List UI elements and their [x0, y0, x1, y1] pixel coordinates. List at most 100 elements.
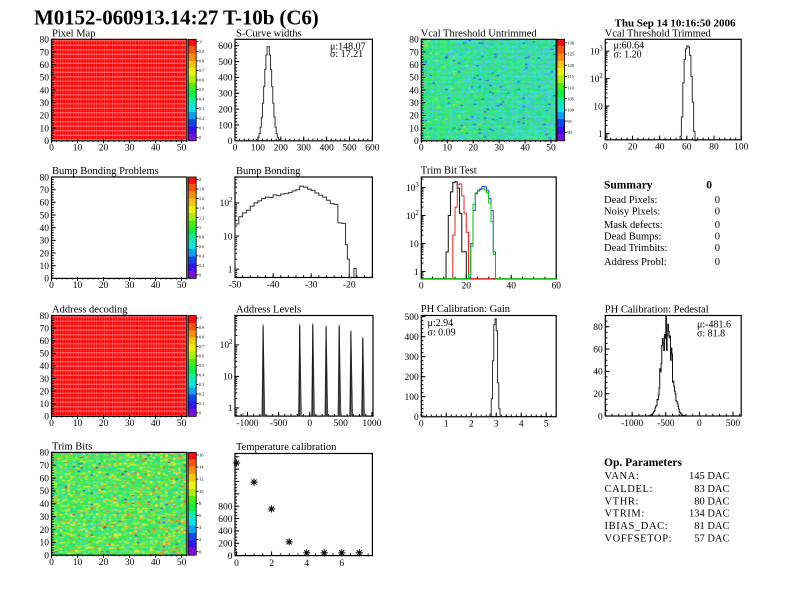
svg-text:6: 6: [339, 559, 344, 569]
svg-text:Trim Bits: Trim Bits: [52, 442, 92, 453]
svg-text:0: 0: [49, 144, 54, 154]
svg-text:0: 0: [44, 137, 49, 147]
svg-text:μ:148.07: μ:148.07: [330, 42, 366, 53]
svg-text:0.4: 0.4: [199, 97, 205, 102]
svg-text:80 DAC: 80 DAC: [694, 496, 729, 507]
svg-text:400: 400: [218, 527, 233, 537]
svg-text:10: 10: [223, 373, 233, 383]
svg-text:80: 80: [40, 173, 50, 183]
svg-text:100: 100: [251, 144, 266, 154]
svg-text:10: 10: [199, 489, 204, 494]
svg-text:30: 30: [40, 513, 50, 523]
svg-text:57 DAC: 57 DAC: [694, 533, 729, 544]
svg-text:40: 40: [409, 86, 419, 96]
svg-text:0.6: 0.6: [199, 244, 204, 249]
svg-text:40: 40: [520, 144, 530, 154]
svg-text:μ:-481.6: μ:-481.6: [697, 319, 731, 330]
svg-text:50: 50: [177, 558, 187, 568]
svg-text:-30: -30: [305, 280, 318, 290]
svg-text:70: 70: [40, 462, 50, 472]
svg-text:σ: 1.20: σ: 1.20: [614, 49, 642, 60]
svg-text:40: 40: [151, 419, 161, 429]
svg-text:70: 70: [40, 48, 50, 58]
svg-text:10: 10: [442, 144, 452, 154]
svg-text:110: 110: [567, 85, 574, 90]
svg-text:0: 0: [419, 420, 424, 430]
svg-text:4: 4: [199, 525, 202, 530]
svg-text:0.3: 0.3: [199, 106, 204, 111]
svg-text:300: 300: [297, 144, 312, 154]
svg-text:2: 2: [269, 559, 274, 569]
svg-text:0.4: 0.4: [199, 373, 205, 378]
svg-text:83 DAC: 83 DAC: [694, 484, 729, 495]
svg-text:50: 50: [177, 144, 187, 154]
svg-text:μ:60.64: μ:60.64: [614, 41, 645, 52]
svg-text:60: 60: [409, 61, 419, 71]
svg-text:0: 0: [199, 411, 201, 416]
svg-text:10: 10: [40, 262, 50, 272]
svg-text:Dead Pixels:: Dead Pixels:: [604, 195, 657, 206]
svg-text:145 DAC: 145 DAC: [689, 471, 730, 482]
svg-text:Dead Trimbits:: Dead Trimbits:: [604, 243, 667, 254]
svg-text:400: 400: [319, 144, 334, 154]
svg-text:40: 40: [655, 143, 665, 153]
svg-text:500: 500: [726, 419, 741, 429]
svg-text:Address decoding: Address decoding: [52, 305, 128, 316]
svg-text:10: 10: [40, 539, 50, 549]
svg-text:103: 103: [406, 182, 420, 194]
svg-text:1: 1: [199, 225, 201, 230]
svg-text:0: 0: [44, 552, 49, 562]
svg-text:60: 60: [40, 61, 50, 71]
svg-text:30: 30: [40, 375, 50, 385]
svg-text:20: 20: [99, 144, 109, 154]
svg-text:μ:2.94: μ:2.94: [428, 318, 454, 329]
svg-text:-20: -20: [343, 280, 356, 290]
svg-text:VTHR:: VTHR:: [605, 496, 640, 507]
svg-text:Mask defects:: Mask defects:: [604, 220, 663, 231]
svg-text:20: 20: [628, 143, 638, 153]
svg-text:0.1: 0.1: [199, 125, 204, 130]
svg-text:200: 200: [405, 373, 420, 383]
svg-text:Noisy Pixels:: Noisy Pixels:: [604, 207, 660, 218]
svg-text:PH Calibration: Pedestal: PH Calibration: Pedestal: [605, 305, 709, 316]
svg-text:0: 0: [414, 137, 419, 147]
svg-text:0.7: 0.7: [199, 68, 204, 73]
svg-text:0.2: 0.2: [199, 392, 204, 397]
svg-text:10: 10: [593, 102, 603, 112]
svg-text:0.4: 0.4: [199, 253, 205, 258]
svg-text:0: 0: [598, 412, 603, 422]
svg-text:1: 1: [414, 268, 419, 278]
svg-text:10: 10: [223, 232, 233, 242]
svg-text:30: 30: [40, 237, 50, 247]
svg-text:PH Calibration: Gain: PH Calibration: Gain: [421, 304, 511, 315]
svg-text:0.5: 0.5: [199, 363, 204, 368]
svg-text:Vcal Threshold Trimmed: Vcal Threshold Trimmed: [605, 29, 712, 40]
svg-text:5: 5: [544, 420, 549, 430]
svg-text:20: 20: [593, 390, 603, 400]
svg-text:10: 10: [40, 400, 50, 410]
svg-text:0: 0: [199, 549, 202, 554]
svg-text:400: 400: [405, 333, 420, 343]
svg-text:σ: 17.21: σ: 17.21: [330, 49, 363, 60]
svg-text:50: 50: [40, 350, 50, 360]
svg-text:0: 0: [228, 137, 233, 147]
svg-text:0: 0: [706, 180, 712, 192]
svg-text:6: 6: [199, 513, 202, 518]
svg-text:0: 0: [419, 144, 424, 154]
svg-text:40: 40: [40, 86, 50, 96]
svg-text:300: 300: [218, 90, 233, 100]
svg-text:0.8: 0.8: [199, 234, 204, 239]
svg-text:VANA:: VANA:: [605, 471, 640, 482]
svg-text:CALDEL:: CALDEL:: [605, 484, 654, 495]
svg-text:0: 0: [715, 220, 720, 231]
svg-text:50: 50: [177, 281, 187, 291]
svg-text:0.7: 0.7: [199, 344, 204, 349]
svg-text:1.4: 1.4: [199, 206, 205, 211]
svg-text:1: 1: [598, 130, 603, 140]
svg-text:12: 12: [199, 477, 204, 482]
svg-text:0: 0: [44, 275, 49, 285]
svg-text:Address Levels: Address Levels: [236, 305, 301, 316]
svg-text:0: 0: [715, 195, 720, 206]
svg-text:σ: 0.09: σ: 0.09: [428, 327, 456, 338]
svg-text:0: 0: [199, 273, 201, 278]
